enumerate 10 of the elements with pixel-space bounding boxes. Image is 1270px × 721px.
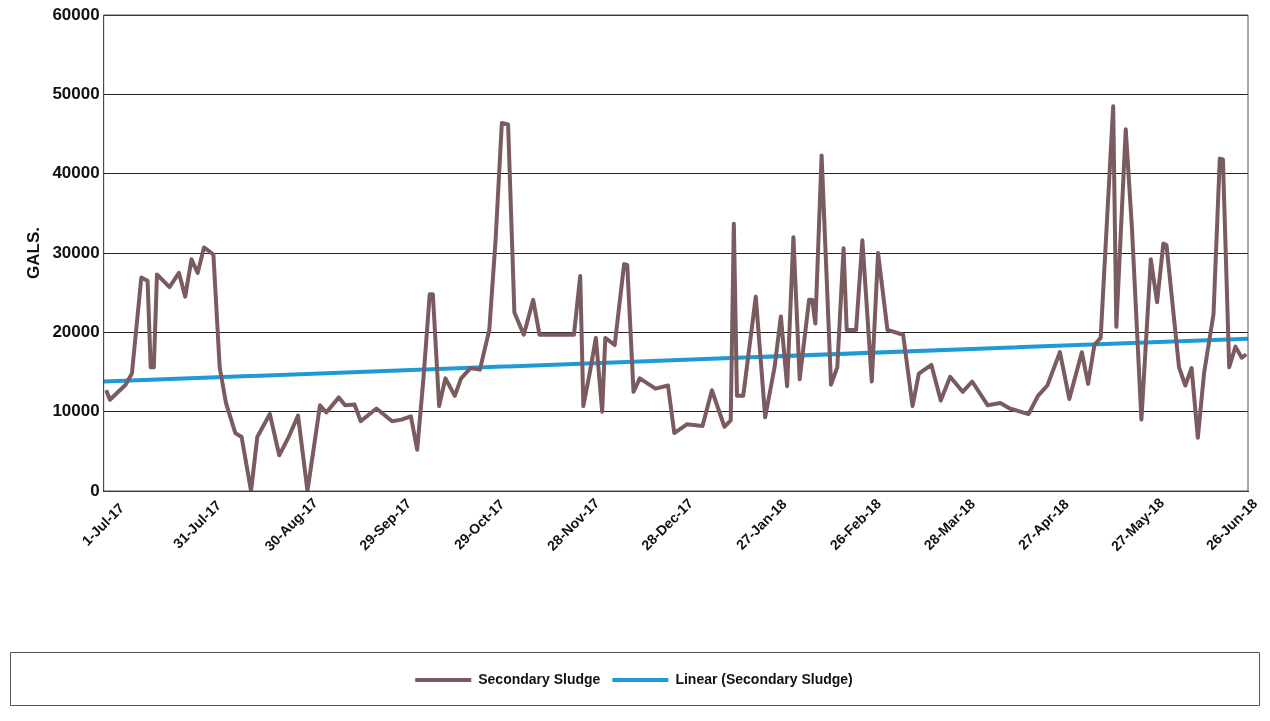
y-tick-label: 10000: [52, 401, 100, 421]
legend-label: Secondary Sludge: [478, 670, 601, 687]
y-tick-label: 20000: [52, 322, 100, 342]
y-tick-label: 30000: [52, 242, 100, 262]
y-axis-title: GALS.: [23, 227, 43, 279]
legend-label: Linear (Secondary Sludge): [675, 670, 853, 687]
y-tick-label: 60000: [52, 4, 100, 24]
y-tick-label: 0: [90, 480, 100, 500]
y-tick-label: 40000: [52, 163, 100, 183]
y-tick-label: 50000: [52, 84, 100, 104]
